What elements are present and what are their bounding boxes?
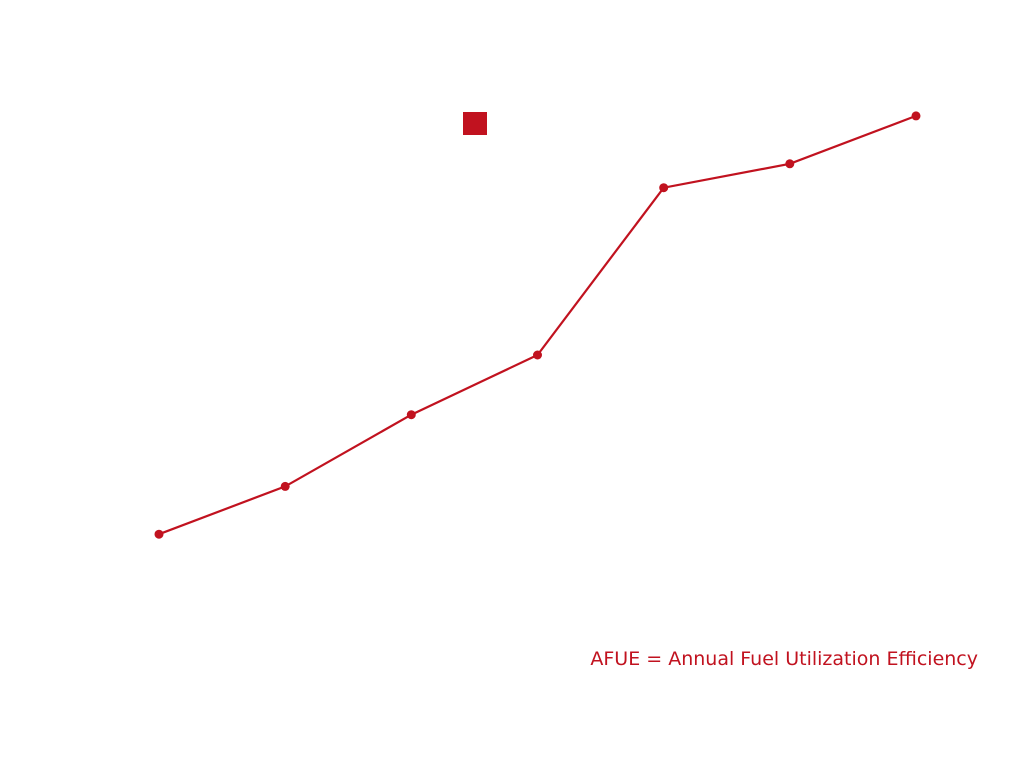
data-point-3 [407, 410, 416, 419]
series-line [159, 116, 916, 534]
series-markers [155, 111, 921, 538]
data-point-1 [155, 530, 164, 539]
legend-swatch [463, 112, 487, 135]
data-point-6 [785, 159, 794, 168]
footnote-annotation: AFUE = Annual Fuel Utilization Efficienc… [590, 648, 978, 670]
data-point-5 [659, 183, 668, 192]
data-point-2 [281, 482, 290, 491]
data-point-4 [533, 351, 542, 360]
data-point-7 [912, 111, 921, 120]
